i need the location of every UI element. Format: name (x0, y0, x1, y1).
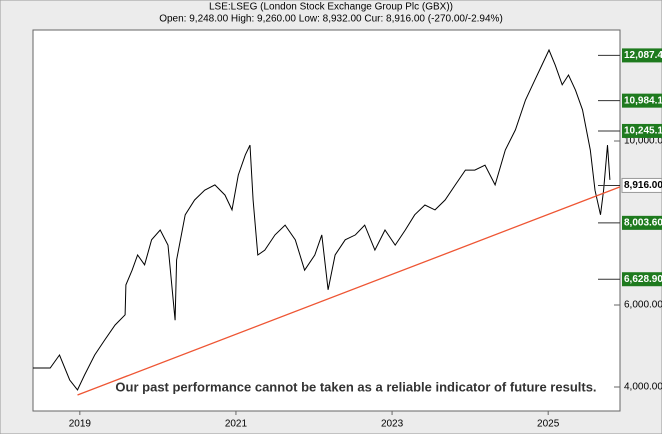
y-tick-label: 10,000.0 (624, 136, 662, 147)
level-box (622, 272, 662, 287)
chart-title: LSE:LSEG (London Stock Exchange Group Pl… (209, 2, 453, 13)
x-tick-label: 2025 (537, 419, 560, 430)
y-tick-label: 4,000.00 (624, 382, 662, 393)
level-label: 6,628.90 (624, 274, 662, 285)
level-label: 8,003.60 (624, 217, 662, 228)
level-box (622, 215, 662, 230)
level-label: 12,087.4 (624, 50, 662, 61)
x-tick-label: 2021 (225, 419, 248, 430)
y-tick-label: 6,000.00 (624, 300, 662, 311)
level-box (622, 48, 662, 63)
chart-subtitle: Open: 9,248.00 High: 9,260.00 Low: 8,932… (159, 14, 503, 25)
x-tick-label: 2019 (69, 419, 92, 430)
plot-area (32, 29, 621, 412)
level-box (621, 177, 662, 193)
level-box (622, 123, 662, 138)
disclaimer: Our past performance cannot be taken as … (115, 379, 596, 394)
level-box (622, 93, 662, 108)
level-label: 10,984.1 (624, 95, 662, 106)
plot: 4,000.00 6,000.00 10,000.0 2019 2021 2023 2025… (33, 48, 662, 430)
trend-line (77, 186, 621, 396)
level-label: 8,916.00 (624, 180, 662, 191)
level-label: 10,245.1 (624, 126, 662, 137)
x-tick-label: 2023 (381, 419, 404, 430)
price-line (33, 48, 611, 391)
